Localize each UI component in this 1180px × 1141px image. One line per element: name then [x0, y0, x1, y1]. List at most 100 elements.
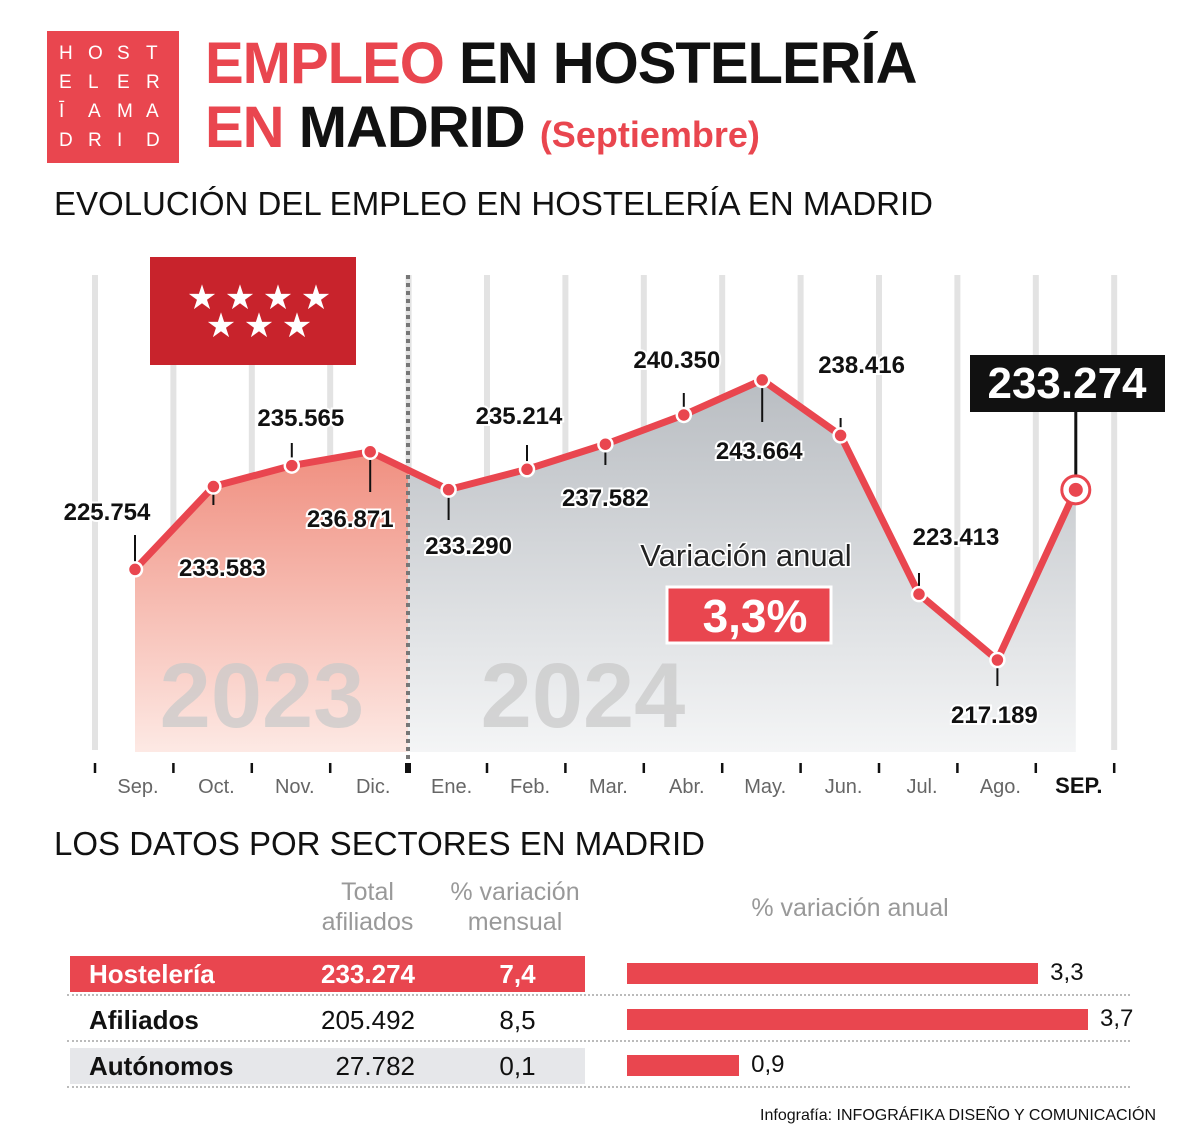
logo-letter: M — [117, 101, 133, 122]
logo-letter: E — [117, 72, 130, 93]
variacion-anual-label: 3,3 — [1050, 959, 1084, 986]
row-divider — [67, 1086, 1130, 1088]
data-label: 235.214 — [476, 403, 563, 430]
total-afiliados: 205.492 — [321, 1005, 415, 1035]
logo-letter: L — [88, 72, 99, 93]
data-point — [753, 371, 771, 389]
year-label-2023: 2023 — [160, 645, 365, 747]
x-tick-label: Dic. — [356, 776, 390, 798]
total-afiliados: 233.274 — [321, 959, 415, 989]
table-row-autónomos: Autónomos 27.782 0,1 — [70, 1048, 585, 1084]
logo-letter: H — [59, 43, 73, 64]
subtitle: (Septiembre) — [539, 114, 760, 155]
x-tick-label: Nov. — [275, 776, 315, 798]
table-title: LOS DATOS POR SECTORES EN MADRID — [54, 825, 705, 862]
x-tick-label: Ene. — [431, 776, 472, 798]
star-icon: ★ — [282, 307, 312, 345]
variacion-mensual: 7,4 — [499, 959, 536, 989]
variacion-mensual: 8,5 — [499, 1005, 536, 1035]
logo-letter: I — [117, 130, 123, 151]
data-label: 233.290 — [425, 533, 512, 560]
sector-name: Hostelería — [89, 959, 215, 989]
variacion-anual-bar — [627, 963, 1039, 984]
variacion-anual-label: 3,7 — [1100, 1005, 1134, 1032]
data-point — [518, 461, 536, 478]
x-tick-label: Feb. — [510, 776, 550, 798]
x-tick-label: Mar. — [589, 776, 628, 798]
data-point — [361, 443, 379, 461]
data-point — [283, 457, 301, 474]
data-point — [832, 427, 849, 444]
row-divider — [67, 1040, 1130, 1042]
data-point — [205, 478, 222, 495]
sector-name: Autónomos — [89, 1051, 234, 1081]
title-black: MADRID — [298, 95, 526, 160]
title-black: EN HOSTELERÍA — [459, 31, 917, 96]
x-tick-label: May. — [744, 776, 786, 798]
year-label-2024: 2024 — [481, 645, 686, 747]
data-point — [1068, 482, 1083, 497]
sector-name: Afiliados — [89, 1005, 199, 1035]
data-label: 238.416 — [818, 352, 905, 379]
data-point — [126, 561, 144, 578]
x-tick-label: Ago. — [980, 776, 1021, 798]
title-red: EN — [205, 95, 285, 160]
header-mensual: % variación mensual — [450, 878, 580, 936]
star-icon: ★ — [301, 279, 331, 317]
star-icon: ★ — [244, 307, 274, 345]
data-label: 225.754 — [64, 499, 151, 526]
data-point — [989, 651, 1006, 669]
logo-letter: R — [146, 72, 160, 93]
star-icon: ★ — [263, 279, 293, 317]
logo-letter: E — [59, 72, 72, 93]
table-row-afiliados: Afiliados 205.492 8,5 — [70, 1002, 585, 1038]
data-label: 233.583 — [179, 555, 266, 582]
page-title-line-2: EN MADRID (Septiembre) — [205, 96, 760, 167]
x-tick-label: Abr. — [669, 776, 705, 798]
annual-variation-label: Variación anual — [640, 538, 851, 573]
logo-letter: D — [146, 130, 160, 151]
page-title-line-1: EMPLEO EN HOSTELERÍA — [205, 31, 918, 96]
logo-letter: S — [117, 43, 130, 64]
star-icon: ★ — [187, 279, 217, 317]
total-afiliados: 27.782 — [335, 1051, 415, 1081]
data-label: 240.350 — [633, 347, 720, 374]
x-tick-label: Sep. — [117, 776, 158, 798]
x-tick-label: Jun. — [825, 776, 863, 798]
logo-letter: A — [146, 101, 159, 122]
row-divider — [67, 994, 1130, 996]
star-icon: ★ — [225, 279, 255, 317]
logo-letter: D — [59, 130, 73, 151]
current-value-label: 233.274 — [987, 359, 1147, 408]
credit: Infografía: INFOGRÁFIKA DISEÑO Y COMUNIC… — [760, 1107, 1156, 1124]
data-label: 235.565 — [257, 405, 344, 432]
header-anual: % variación anual — [751, 894, 949, 922]
annual-variation-value: 3,3% — [703, 590, 808, 642]
data-label: 236.871 — [307, 506, 394, 533]
area-2024 — [408, 379, 1076, 752]
variacion-anual-bar — [627, 1055, 740, 1076]
area-2023 — [135, 451, 408, 752]
variacion-anual-label: 0,9 — [751, 1051, 785, 1078]
variacion-anual-bar — [627, 1009, 1089, 1030]
data-label: 243.664 — [716, 438, 803, 465]
data-point — [675, 406, 693, 424]
logo-letter: O — [88, 43, 103, 64]
star-icon: ★ — [206, 307, 236, 345]
table-row-hostelería: Hostelería 233.274 7,4 — [70, 956, 585, 992]
chart-title: EVOLUCIÓN DEL EMPLEO EN HOSTELERÍA EN MA… — [54, 185, 933, 222]
data-point — [910, 585, 928, 603]
x-tick-label: Oct. — [198, 776, 235, 798]
annual-variation-box — [665, 585, 833, 645]
madrid-flag — [150, 257, 356, 365]
x-tick-label: SEP. — [1055, 773, 1102, 798]
data-point — [597, 435, 614, 453]
data-label: 223.413 — [913, 524, 1000, 551]
logo-letter: R — [88, 130, 102, 151]
x-tick-label: Jul. — [906, 776, 937, 798]
header-total: Total afiliados — [321, 878, 414, 936]
variacion-mensual: 0,1 — [499, 1051, 536, 1081]
logo-letter: T — [146, 43, 158, 64]
